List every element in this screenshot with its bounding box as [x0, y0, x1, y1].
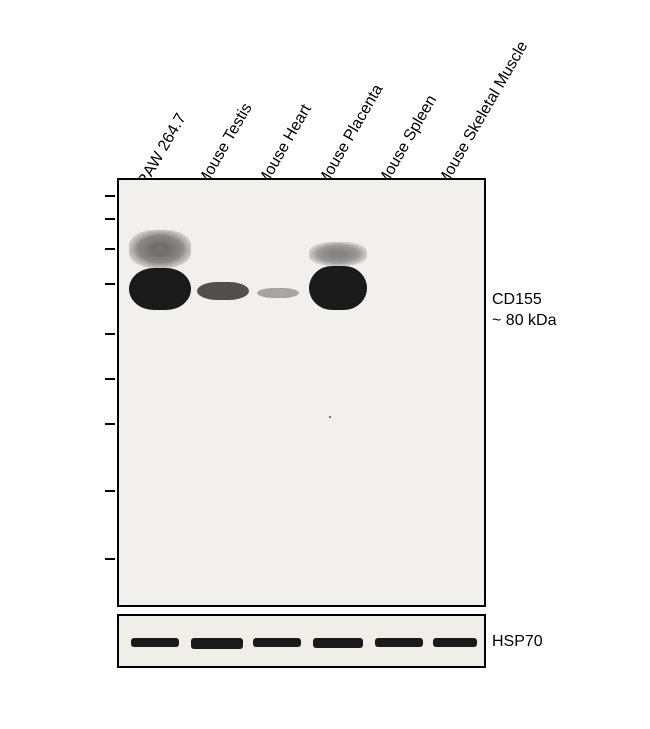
western-blot-figure: RAW 264.7 Mouse Testis Mouse Heart Mouse… [0, 0, 650, 729]
mw-tick [105, 558, 115, 560]
lane-label: Mouse Heart [254, 102, 315, 190]
hsp-band [375, 638, 423, 647]
mw-tick [105, 195, 115, 197]
target-name: CD155 [492, 290, 556, 311]
mw-tick [105, 378, 115, 380]
mw-tick [105, 333, 115, 335]
mw-tick [105, 218, 115, 220]
lane-label: Mouse Spleen [374, 92, 441, 190]
hsp-band [253, 638, 301, 647]
hsp-band [433, 638, 477, 647]
blot-band [309, 266, 367, 310]
blot-band [129, 268, 191, 310]
blot-band [197, 282, 249, 300]
hsp-band [313, 638, 363, 648]
mw-tick [105, 490, 115, 492]
lane-label: Mouse Testis [194, 100, 256, 190]
band-smear [309, 242, 367, 266]
mw-tick [105, 423, 115, 425]
target-label: CD155 ~ 80 kDa [492, 290, 556, 332]
artifact-dot [329, 416, 331, 418]
band-smear [129, 230, 191, 268]
target-mw: ~ 80 kDa [492, 311, 556, 332]
blot-band [257, 288, 299, 298]
hsp-band [191, 638, 243, 649]
lane-label: Mouse Placenta [314, 82, 387, 190]
loading-control-label: HSP70 [492, 632, 543, 653]
main-blot-panel [117, 178, 486, 607]
lane-label: Mouse Skeletal Muscle [434, 39, 532, 190]
mw-tick [105, 248, 115, 250]
hsp-band [131, 638, 179, 647]
loading-control-panel [117, 614, 486, 668]
mw-tick [105, 283, 115, 285]
